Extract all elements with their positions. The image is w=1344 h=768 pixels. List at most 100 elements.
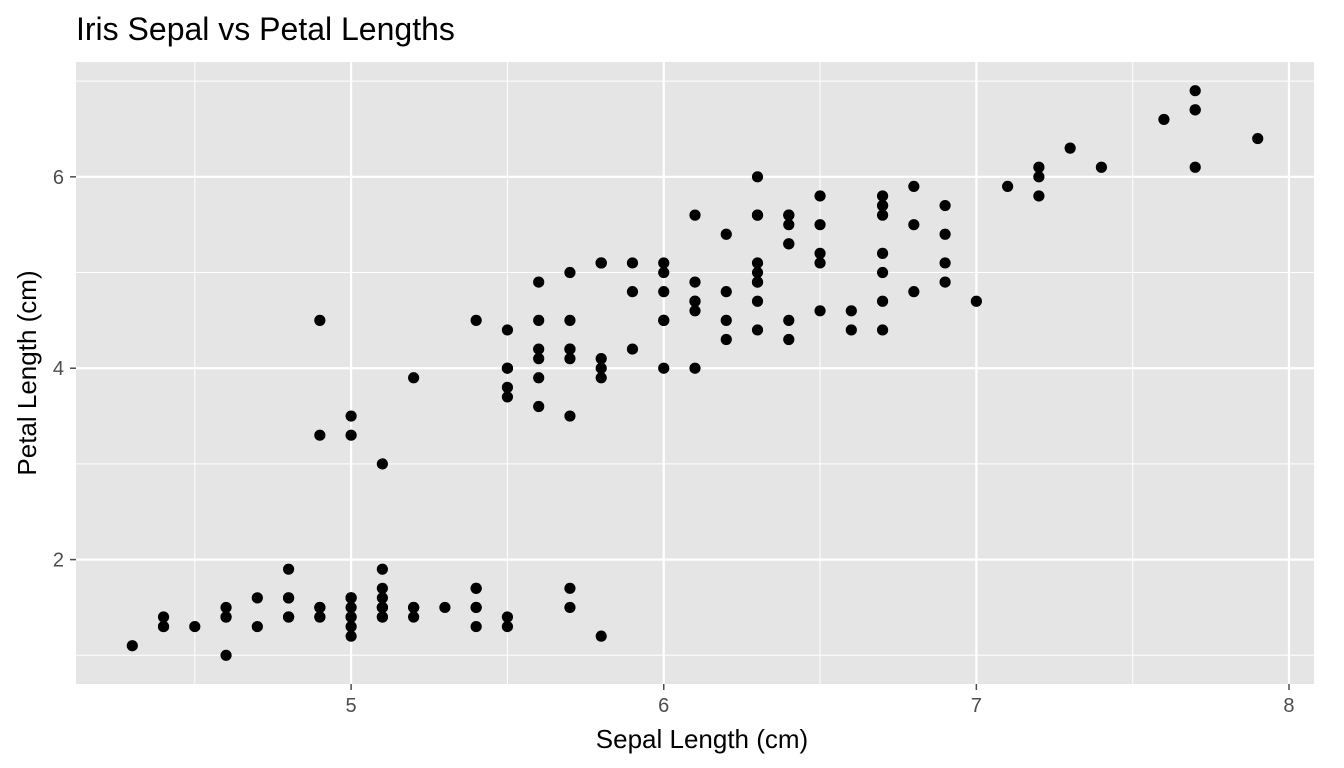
data-point — [1189, 85, 1201, 97]
data-point — [1064, 142, 1076, 154]
data-point — [626, 286, 639, 298]
data-point — [814, 257, 826, 269]
data-point — [658, 286, 670, 298]
data-point — [1033, 161, 1045, 173]
data-point — [282, 611, 295, 623]
data-point — [658, 266, 670, 279]
data-point — [751, 257, 764, 269]
data-point — [595, 353, 607, 365]
data-point — [376, 592, 388, 604]
data-point — [876, 324, 889, 336]
data-point — [376, 563, 388, 575]
data-point — [751, 266, 764, 279]
data-point — [376, 458, 388, 470]
y-tick-label: 6 — [53, 167, 64, 189]
data-point — [876, 247, 889, 259]
x-tick-label: 5 — [346, 695, 357, 717]
data-point — [658, 314, 670, 326]
data-point — [564, 266, 576, 279]
data-point — [876, 209, 889, 221]
data-point — [470, 314, 482, 326]
data-point — [1033, 190, 1045, 202]
data-point — [689, 209, 701, 221]
data-point — [501, 620, 514, 633]
data-point — [564, 601, 576, 614]
data-point — [501, 391, 514, 403]
data-point — [939, 199, 951, 212]
data-point — [876, 199, 889, 212]
data-point — [658, 257, 670, 269]
data-point — [751, 324, 764, 336]
data-point — [720, 314, 732, 326]
data-point — [720, 333, 732, 346]
data-point — [939, 228, 951, 240]
data-point — [1189, 104, 1201, 116]
x-axis-label: Sepal Length (cm) — [596, 724, 808, 754]
data-point — [564, 353, 576, 365]
data-point — [345, 429, 357, 441]
data-point — [1252, 132, 1264, 145]
data-point — [814, 247, 826, 259]
data-point — [345, 601, 357, 614]
data-point — [251, 592, 263, 604]
data-point — [876, 295, 889, 307]
data-point — [564, 314, 576, 326]
data-point — [408, 372, 420, 384]
data-point — [1033, 171, 1045, 183]
data-point — [470, 601, 482, 614]
data-point — [783, 333, 795, 346]
data-point — [501, 362, 514, 374]
data-point — [157, 620, 170, 633]
data-point — [564, 343, 576, 355]
data-point — [689, 305, 701, 317]
data-points — [126, 85, 1264, 661]
data-point — [345, 410, 357, 422]
data-point — [689, 362, 701, 374]
data-point — [408, 611, 420, 623]
data-point — [251, 620, 263, 633]
data-point — [189, 620, 201, 633]
data-point — [751, 171, 764, 183]
data-point — [533, 400, 545, 413]
data-point — [814, 190, 826, 202]
y-tick-label: 4 — [53, 358, 64, 380]
data-point — [689, 295, 701, 307]
data-point — [908, 180, 920, 192]
data-point — [376, 611, 388, 623]
data-point — [876, 190, 889, 202]
data-point — [970, 295, 982, 307]
data-point — [1095, 161, 1108, 173]
data-point — [751, 295, 764, 307]
x-tick-label: 6 — [658, 695, 669, 717]
data-point — [220, 611, 232, 623]
data-point — [595, 257, 607, 269]
data-point — [533, 343, 545, 355]
data-point — [720, 286, 732, 298]
data-point — [814, 219, 826, 231]
data-point — [157, 611, 170, 623]
data-point — [470, 620, 482, 633]
data-point — [282, 563, 295, 575]
data-point — [845, 324, 857, 336]
data-point — [345, 611, 357, 623]
data-point — [220, 601, 232, 614]
data-point — [345, 592, 357, 604]
data-point — [783, 219, 795, 231]
data-point — [533, 372, 545, 384]
data-point — [408, 601, 420, 614]
data-point — [783, 238, 795, 250]
y-tick-label: 2 — [53, 550, 64, 572]
data-point — [314, 429, 326, 441]
data-point — [1002, 180, 1014, 192]
data-point — [939, 276, 951, 288]
data-point — [533, 276, 545, 288]
data-point — [814, 305, 826, 317]
data-point — [1158, 113, 1170, 126]
data-point — [626, 343, 639, 355]
data-point — [595, 362, 607, 374]
x-tick-label: 7 — [971, 695, 982, 717]
data-point — [220, 649, 232, 661]
data-point — [345, 620, 357, 633]
data-point — [689, 276, 701, 288]
data-point — [908, 219, 920, 231]
